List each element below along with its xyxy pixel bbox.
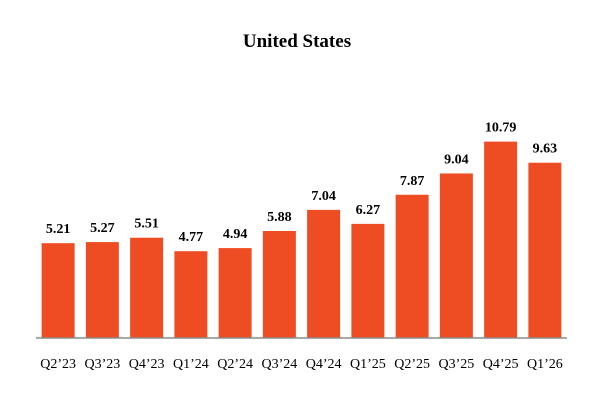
value-label-1: 5.27 <box>90 221 115 236</box>
chart-title: United States <box>243 31 351 52</box>
bar-7 <box>351 223 385 338</box>
value-label-11: 9.63 <box>533 142 558 157</box>
value-label-3: 4.77 <box>179 230 204 245</box>
bar-3 <box>174 251 208 338</box>
value-label-0: 5.21 <box>46 222 71 237</box>
bar-0 <box>41 243 75 338</box>
x-tick-labels-group: Q2’23 Q3’23 Q4’23 Q1’24 Q2’24 Q3’24 Q4’24 Q1’25… <box>40 357 563 372</box>
bar-1 <box>85 242 119 338</box>
bar-6 <box>307 209 341 338</box>
x-tick-label-5: Q3’24 <box>261 357 297 372</box>
value-label-6: 7.04 <box>311 189 336 204</box>
value-label-9: 9.04 <box>444 152 469 167</box>
bars-group <box>41 141 562 338</box>
value-label-5: 5.88 <box>267 210 292 225</box>
x-tick-label-8: Q2’25 <box>394 357 430 372</box>
x-tick-label-7: Q1’25 <box>350 357 386 372</box>
bar-9 <box>439 173 473 338</box>
bar-11 <box>528 162 562 338</box>
bar-4 <box>218 248 252 338</box>
x-tick-label-11: Q1’26 <box>527 357 563 372</box>
x-tick-label-1: Q3’23 <box>84 357 120 372</box>
x-tick-label-4: Q2’24 <box>217 357 253 372</box>
value-labels-group: 5.21 5.27 5.51 4.77 4.94 5.88 7.04 6.27 7.87 9.04… <box>46 121 557 246</box>
bar-8 <box>395 194 429 338</box>
value-label-4: 4.94 <box>223 227 248 242</box>
bar-2 <box>130 237 164 338</box>
value-label-7: 6.27 <box>356 203 381 218</box>
x-tick-label-0: Q2’23 <box>40 357 76 372</box>
x-tick-label-2: Q4’23 <box>129 357 165 372</box>
x-tick-label-10: Q4’25 <box>483 357 519 372</box>
value-label-10: 10.79 <box>485 121 517 136</box>
value-label-8: 7.87 <box>400 174 425 189</box>
x-tick-label-3: Q1’24 <box>173 357 209 372</box>
x-tick-label-6: Q4’24 <box>306 357 342 372</box>
bar-10 <box>484 141 518 338</box>
value-label-2: 5.51 <box>134 217 159 232</box>
x-tick-label-9: Q3’25 <box>438 357 474 372</box>
bar-5 <box>262 230 296 338</box>
